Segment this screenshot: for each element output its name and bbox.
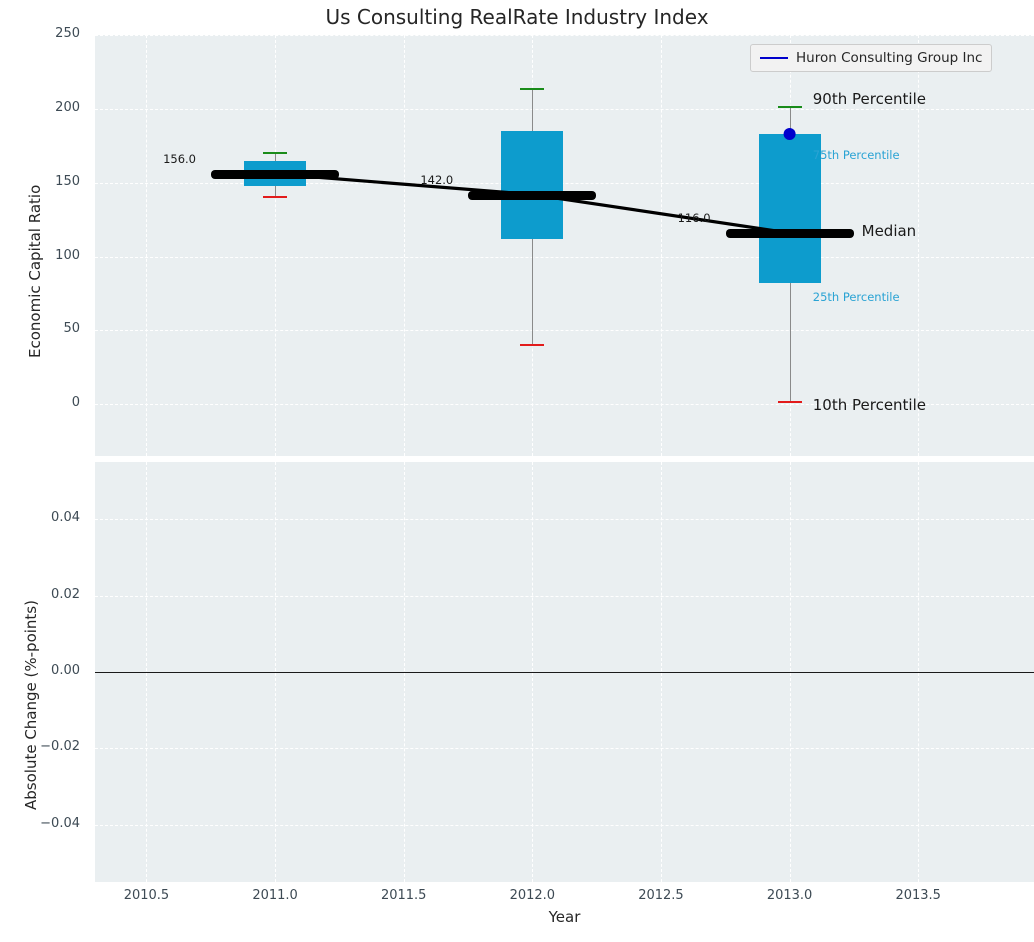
huron-data-point-2013[interactable] (783, 127, 796, 140)
economic-capital-ratio-panel: 156.0 142.0 116.0 90th Percentile 75th Perce… (95, 35, 1034, 456)
gridline-h-bottom-4 (95, 519, 1034, 521)
huron-series-marker-layer (783, 127, 796, 140)
gridline-v-top-2 (403, 35, 405, 456)
y-tick-bottom-0: −0.04 (40, 815, 80, 831)
x-tick-6: 2013.5 (895, 888, 941, 903)
absolute-change-panel (95, 462, 1034, 882)
gridline-v-top-4 (660, 35, 662, 456)
y-tick-top-0: 0 (71, 395, 80, 411)
zero-reference-line (95, 672, 1034, 673)
annotation-median: Median (861, 221, 917, 240)
y-tick-top-3: 150 (55, 173, 80, 189)
cap-p90-2011 (263, 151, 288, 154)
cap-p90-2012 (520, 88, 545, 91)
gridline-h-bottom-1 (95, 748, 1034, 750)
gridline-v-top-0 (146, 35, 148, 456)
annotation-75th-percentile: 75th Percentile (812, 148, 900, 163)
x-tick-1: 2011.0 (252, 888, 298, 903)
gridline-h-top-2 (95, 256, 1034, 258)
legend-label-huron: Huron Consulting Group Inc (796, 50, 983, 66)
legend-line-swatch-huron (760, 57, 788, 59)
gridline-h-top-1 (95, 330, 1034, 332)
y-axis-label-bottom: Absolute Change (%-points) (22, 600, 40, 810)
y-tick-top-2: 100 (55, 247, 80, 263)
cap-p90-2013 (777, 105, 802, 108)
y-tick-top-4: 200 (55, 99, 80, 115)
gridline-h-top-5 (95, 35, 1034, 36)
gridline-v-top-1 (275, 35, 277, 456)
gridline-h-top-3 (95, 182, 1034, 184)
cap-p10-2012 (520, 343, 545, 346)
x-tick-0: 2010.5 (123, 888, 170, 903)
annotation-90th-percentile: 90th Percentile (812, 90, 926, 109)
chart-legend[interactable]: Huron Consulting Group Inc (750, 44, 993, 72)
y-axis-label-top: Economic Capital Ratio (26, 184, 44, 358)
median-value-label-2012: 142.0 (420, 172, 454, 187)
gridline-h-bottom-0 (95, 824, 1034, 826)
gridline-h-bottom-3 (95, 595, 1034, 597)
x-tick-4: 2012.5 (638, 888, 684, 903)
box-2013 (758, 133, 821, 284)
y-tick-top-5: 250 (55, 26, 80, 41)
annotation-10th-percentile: 10th Percentile (812, 396, 926, 415)
median-value-label-2013: 116.0 (677, 210, 711, 225)
median-value-label-2011: 156.0 (163, 151, 197, 166)
y-tick-bottom-2: 0.00 (51, 663, 80, 678)
box-2012 (501, 131, 564, 239)
cap-p10-2013 (777, 401, 802, 404)
x-tick-3: 2012.0 (509, 888, 556, 903)
y-tick-bottom-4: 0.04 (51, 510, 80, 526)
cap-p10-2011 (263, 196, 288, 198)
x-axis-label: Year (548, 908, 581, 926)
median-bar-2013 (725, 228, 854, 238)
median-bar-2012 (468, 190, 597, 200)
gridline-v-top-6 (918, 35, 920, 456)
x-tick-5: 2013.0 (766, 888, 813, 903)
annotation-25th-percentile: 25th Percentile (812, 289, 900, 304)
median-bar-2011 (211, 169, 340, 179)
gridline-h-top-4 (95, 108, 1034, 110)
x-tick-2: 2011.5 (380, 888, 427, 903)
chart-title: Us Consulting RealRate Industry Index (325, 5, 709, 29)
y-tick-bottom-1: −0.02 (40, 739, 80, 755)
gridline-h-top-0 (95, 404, 1034, 406)
y-tick-bottom-3: 0.02 (51, 586, 80, 602)
y-tick-top-1: 50 (63, 321, 80, 337)
